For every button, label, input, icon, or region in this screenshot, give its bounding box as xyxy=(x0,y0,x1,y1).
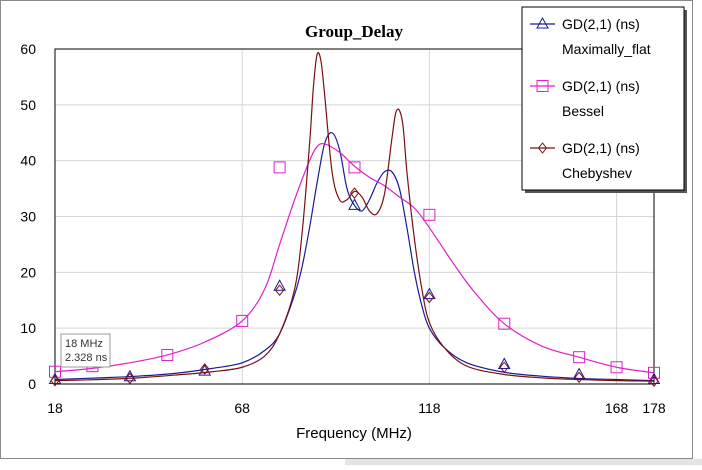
legend-marker-chebyshev xyxy=(537,142,548,154)
y-tick-label: 0 xyxy=(28,376,36,392)
legend-marker-maximally-flat xyxy=(536,16,549,29)
y-tick-label: 50 xyxy=(20,97,36,113)
data-marker-maximally-flat xyxy=(273,279,286,291)
data-marker-chebyshev xyxy=(499,361,509,374)
tooltip-box xyxy=(60,333,111,368)
legend-box xyxy=(521,6,685,191)
tooltip-frequency: 18 MHz xyxy=(65,338,103,350)
series-line-bessel xyxy=(54,142,655,374)
legend-label-bessel: GD(2,1) (ns) xyxy=(562,78,640,94)
legend-sub-chebyshev: Chebyshev xyxy=(562,165,632,181)
data-marker-bessel xyxy=(423,208,436,221)
series-layer xyxy=(48,51,661,388)
data-marker-bessel xyxy=(161,348,174,361)
x-tick-label: 168 xyxy=(605,400,629,416)
data-marker-bessel xyxy=(498,317,511,330)
data-marker-maximally-flat xyxy=(348,198,361,210)
data-marker-maximally-flat xyxy=(497,357,511,369)
window-bottom-strip xyxy=(345,459,702,465)
plot-area xyxy=(54,48,655,385)
legend-sub-maximally-flat: Maximally_flat xyxy=(562,41,651,57)
data-marker-bessel xyxy=(648,366,660,379)
data-marker-chebyshev xyxy=(649,375,659,388)
series-line-maximally-flat xyxy=(54,132,655,382)
data-marker-chebyshev xyxy=(200,363,210,375)
axis-layer: 0 10 20 30 40 50 60 18 68 118 168 178 xyxy=(20,41,665,416)
data-marker-chebyshev xyxy=(50,374,60,387)
legend: GD(2,1) (ns) Maximally_flat GD(2,1) (ns) Be… xyxy=(521,6,687,193)
data-marker-chebyshev xyxy=(574,371,584,384)
tooltip-value: 2.328 ns xyxy=(65,352,108,364)
data-marker-maximally-flat xyxy=(572,367,586,380)
data-marker-chebyshev xyxy=(424,291,435,304)
y-tick-label: 30 xyxy=(20,209,36,225)
x-tick-label: 68 xyxy=(234,400,250,416)
chart-title: Group_Delay xyxy=(305,22,403,41)
y-tick-label: 40 xyxy=(20,153,36,169)
legend-label-maximally-flat: GD(2,1) (ns) xyxy=(562,16,640,32)
data-marker-chebyshev xyxy=(274,284,285,297)
data-marker-bessel xyxy=(610,361,623,374)
hover-tooltip: 18 MHz 2.328 ns xyxy=(60,333,111,368)
data-marker-chebyshev xyxy=(349,187,360,199)
y-tick-label: 20 xyxy=(20,264,36,280)
data-marker-bessel xyxy=(236,314,249,327)
data-marker-bessel xyxy=(348,161,361,174)
data-marker-bessel xyxy=(49,365,61,378)
data-marker-maximally-flat xyxy=(423,287,436,300)
y-tick-label: 10 xyxy=(20,320,36,336)
x-tick-label: 118 xyxy=(418,400,441,416)
legend-marker-bessel xyxy=(536,80,549,92)
x-tick-label: 178 xyxy=(642,400,666,416)
legend-label-chebyshev: GD(2,1) (ns) xyxy=(562,140,640,156)
x-axis-label: Frequency (MHz) xyxy=(296,425,412,442)
data-marker-maximally-flat xyxy=(123,369,137,382)
data-marker-chebyshev xyxy=(125,372,135,385)
legend-sub-bessel: Bessel xyxy=(562,103,604,119)
data-marker-bessel xyxy=(573,351,586,364)
y-tick-label: 60 xyxy=(20,41,36,57)
data-marker-bessel xyxy=(273,161,286,174)
x-tick-label: 18 xyxy=(47,400,63,416)
